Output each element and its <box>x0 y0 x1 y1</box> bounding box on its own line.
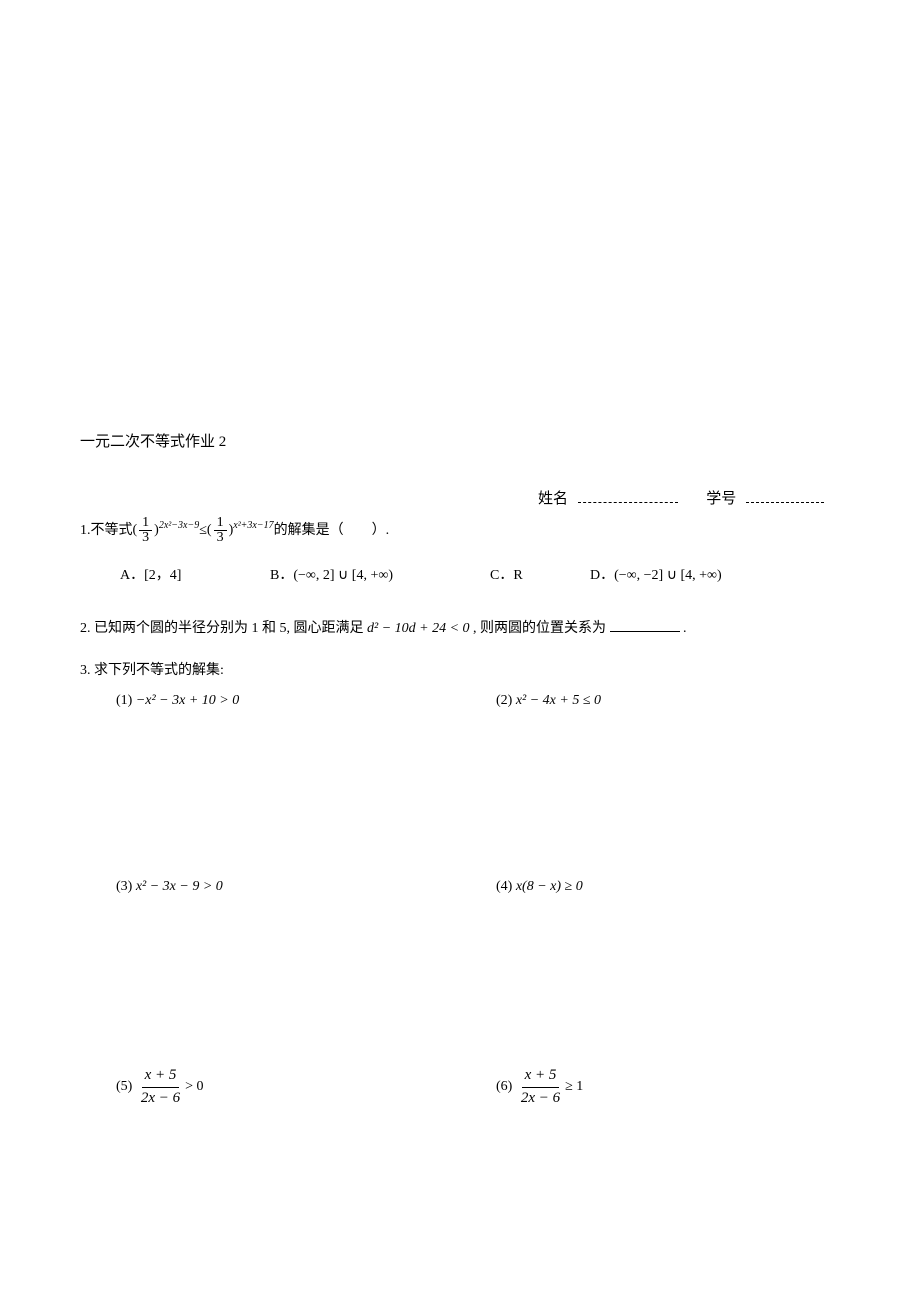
question-3: 3. 求下列不等式的解集: <box>80 659 850 679</box>
q3-row-3: (5) x + 5 2x − 6 > 0 (6) x + 5 2x − 6 ≥ … <box>116 1065 850 1109</box>
q1-option-a[interactable]: A．[2，4] <box>120 565 270 586</box>
q1-option-c[interactable]: C．R <box>490 565 590 586</box>
q2-expr: d² − 10d + 24 < 0 <box>367 621 470 636</box>
q3-s3-expr: x² − 3x − 9 > 0 <box>136 879 223 895</box>
q3-sub-5: (5) x + 5 2x − 6 > 0 <box>116 1065 496 1109</box>
q1-expr2: (13)x²+3x−17 <box>207 516 274 545</box>
name-blank[interactable] <box>578 489 678 503</box>
opt-d-label: D． <box>590 568 614 583</box>
name-id-row: 姓名 学号 <box>80 487 850 508</box>
q3-s6-fnum: x + 5 <box>525 1067 557 1083</box>
q3-sub-1: (1) −x² − 3x + 10 > 0 <box>116 693 496 709</box>
q3-s6-num: (6) <box>496 1079 512 1095</box>
q3-s5-fden: 2x − 6 <box>141 1090 180 1106</box>
question-1: 1. 不等式 (13)2x²−3x−9 ≤ (13)x²+3x−17 的解集是（… <box>80 516 850 586</box>
q3-s1-expr: −x² − 3x + 10 > 0 <box>136 693 239 709</box>
q3-row-2: (3) x² − 3x − 9 > 0 (4) x(8 − x) ≥ 0 <box>116 879 850 895</box>
q2-tail: , 则两圆的位置关系为 <box>473 621 606 636</box>
q3-s6-frac: x + 5 2x − 6 <box>518 1065 563 1109</box>
q3-s2-num: (2) <box>496 693 512 709</box>
q2-end: . <box>683 621 687 636</box>
q3-row-1: (1) −x² − 3x + 10 > 0 (2) x² − 4x + 5 ≤ … <box>116 693 850 709</box>
q3-sub-2: (2) x² − 4x + 5 ≤ 0 <box>496 693 601 709</box>
name-label: 姓名 <box>538 491 568 507</box>
q3-s5-rel: > 0 <box>185 1079 203 1095</box>
q3-sub-4: (4) x(8 − x) ≥ 0 <box>496 879 583 895</box>
q1-stem: 1. 不等式 (13)2x²−3x−9 ≤ (13)x²+3x−17 的解集是（… <box>80 516 850 545</box>
q3-s1-num: (1) <box>116 693 132 709</box>
q3-num: 3. <box>80 663 91 678</box>
q1-num: 1. <box>80 520 91 541</box>
q3-s2-expr: x² − 4x + 5 ≤ 0 <box>516 693 601 709</box>
q2-blank[interactable] <box>610 618 680 632</box>
q1-option-d[interactable]: D．(−∞, −2] ∪ [4, +∞) <box>590 565 722 586</box>
q3-lead: 求下列不等式的解集: <box>94 663 224 678</box>
opt-c-text: R <box>513 568 522 583</box>
id-blank[interactable] <box>746 489 824 503</box>
q3-s6-fden: 2x − 6 <box>521 1090 560 1106</box>
q2-num: 2. <box>80 621 91 636</box>
opt-b-label: B． <box>270 568 293 583</box>
q3-s6-rel: ≥ 1 <box>565 1079 583 1095</box>
opt-b-text: (−∞, 2] ∪ [4, +∞) <box>293 568 393 583</box>
q1-frac2-num: 1 <box>214 516 227 531</box>
id-label: 学号 <box>706 491 736 507</box>
opt-a-text: [2，4] <box>144 568 181 583</box>
q1-exp1: 2x²−3x−9 <box>159 520 199 531</box>
opt-c-label: C． <box>490 568 513 583</box>
q3-sub-6: (6) x + 5 2x − 6 ≥ 1 <box>496 1065 583 1109</box>
q3-s5-fnum: x + 5 <box>145 1067 177 1083</box>
q3-s5-frac: x + 5 2x − 6 <box>138 1065 183 1109</box>
opt-d-text: (−∞, −2] ∪ [4, +∞) <box>614 568 722 583</box>
q3-subparts: (1) −x² − 3x + 10 > 0 (2) x² − 4x + 5 ≤ … <box>116 693 850 1109</box>
q3-s5-num: (5) <box>116 1079 132 1095</box>
q1-lead: 不等式 <box>91 520 133 541</box>
q3-s4-num: (4) <box>496 879 512 895</box>
q1-exp2: x²+3x−17 <box>233 520 273 531</box>
q1-frac1-num: 1 <box>139 516 152 531</box>
q1-frac1-den: 3 <box>139 531 152 545</box>
q3-sub-3: (3) x² − 3x − 9 > 0 <box>116 879 496 895</box>
page-title: 一元二次不等式作业 2 <box>80 430 850 451</box>
q1-options: A．[2，4] B．(−∞, 2] ∪ [4, +∞) C．R D．(−∞, −… <box>120 565 850 586</box>
q1-frac2-den: 3 <box>214 531 227 545</box>
q1-option-b[interactable]: B．(−∞, 2] ∪ [4, +∞) <box>270 565 490 586</box>
q3-s4-expr: x(8 − x) ≥ 0 <box>516 879 583 895</box>
q1-expr1: (13)2x²−3x−9 <box>133 516 200 545</box>
q1-leq: ≤ <box>199 520 207 541</box>
q1-tail: 的解集是（ ）. <box>274 520 390 541</box>
question-2: 2. 已知两个圆的半径分别为 1 和 5, 圆心距满足 d² − 10d + 2… <box>80 616 850 641</box>
q3-s3-num: (3) <box>116 879 132 895</box>
opt-a-label: A． <box>120 568 144 583</box>
q2-lead: 已知两个圆的半径分别为 1 和 5, 圆心距满足 <box>94 621 364 636</box>
